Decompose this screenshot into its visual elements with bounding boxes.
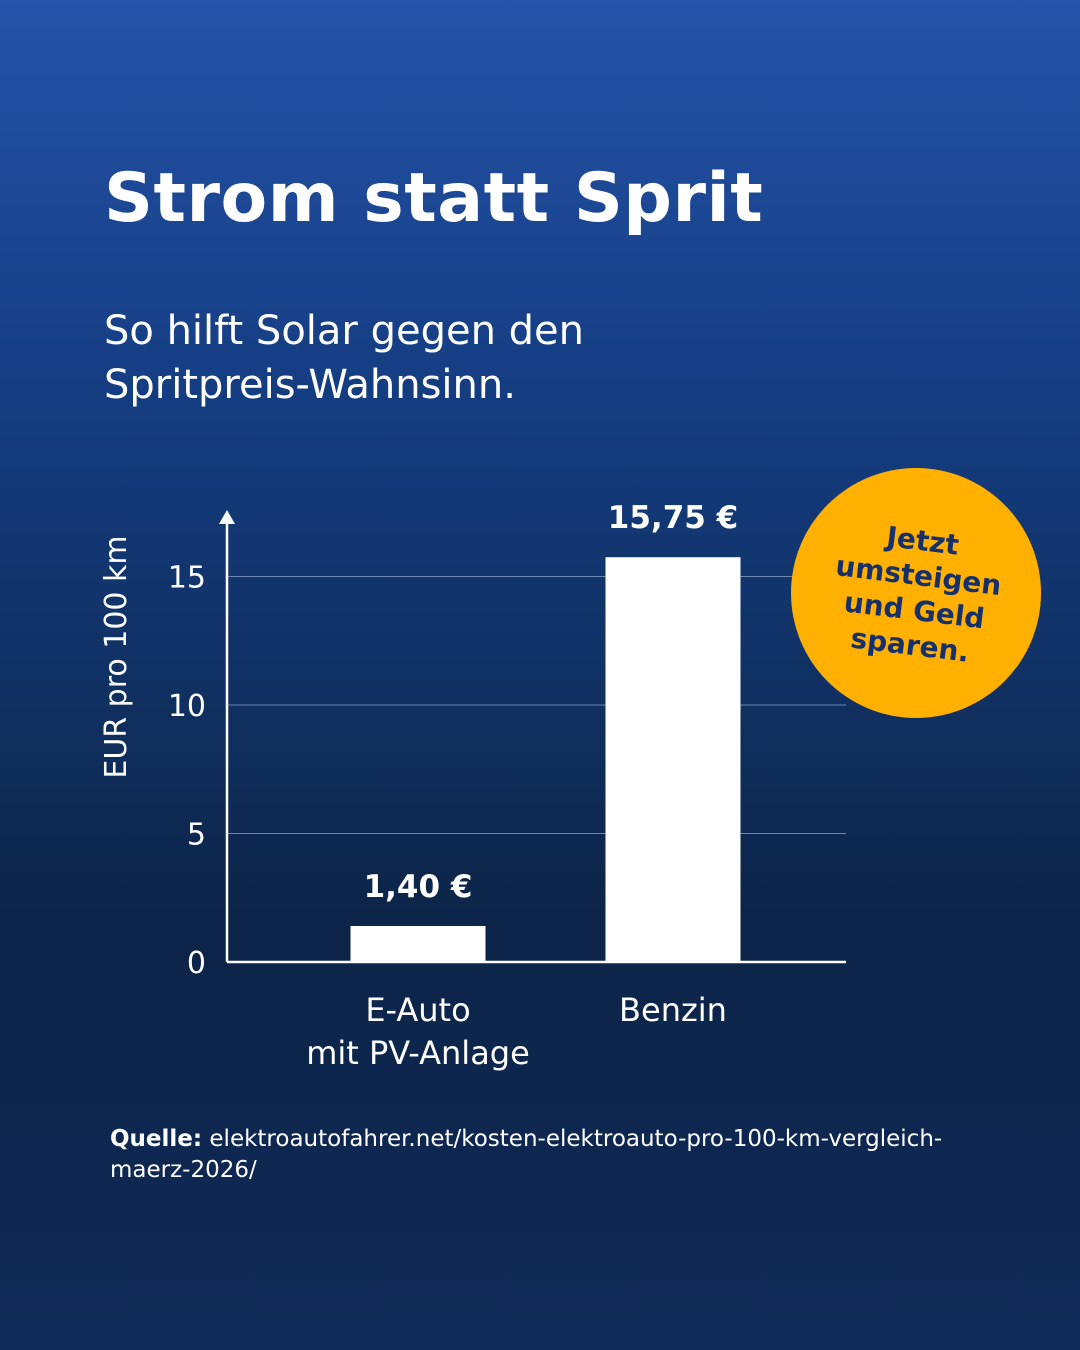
cta-badge: Jetzt umsteigen und Geld sparen. xyxy=(791,468,1041,718)
cta-badge-text: Jetzt umsteigen und Geld sparen. xyxy=(825,513,1008,672)
page-title: Strom statt Sprit xyxy=(104,159,764,238)
y-tick-label-10: 10 xyxy=(168,689,206,724)
source-link-text: elektroautofahrer.net/kosten-elektroauto… xyxy=(110,1126,943,1183)
x-category-label-1-0: Benzin xyxy=(619,991,727,1029)
bar-0 xyxy=(350,926,486,962)
bar-value-label-0: 1,40 € xyxy=(364,869,473,905)
subtitle-line-2: Spritpreis-Wahnsinn. xyxy=(104,362,516,408)
y-axis-arrow xyxy=(219,510,235,524)
y-axis-title: EUR pro 100 km xyxy=(99,535,134,778)
bar-chart: 0 5 10 15 1,40 € E-Auto mit PV-Anlage 15,75 € Be… xyxy=(99,500,846,1072)
bar-value-label-1: 15,75 € xyxy=(608,500,738,536)
subtitle: So hilft Solar gegen den Spritpreis-Wahn… xyxy=(104,304,804,412)
x-category-label-0-1: mit PV-Anlage xyxy=(306,1034,530,1072)
x-category-label-0-0: E-Auto xyxy=(365,991,470,1029)
y-tick-label-0: 0 xyxy=(187,946,206,981)
y-tick-label-5: 5 xyxy=(187,818,206,853)
bar-1 xyxy=(605,557,741,962)
y-tick-label-15: 15 xyxy=(168,561,206,596)
subtitle-line-1: So hilft Solar gegen den xyxy=(104,308,584,354)
source-note: Quelle: elektroautofahrer.net/kosten-ele… xyxy=(110,1124,970,1186)
source-label: Quelle: xyxy=(110,1126,203,1152)
